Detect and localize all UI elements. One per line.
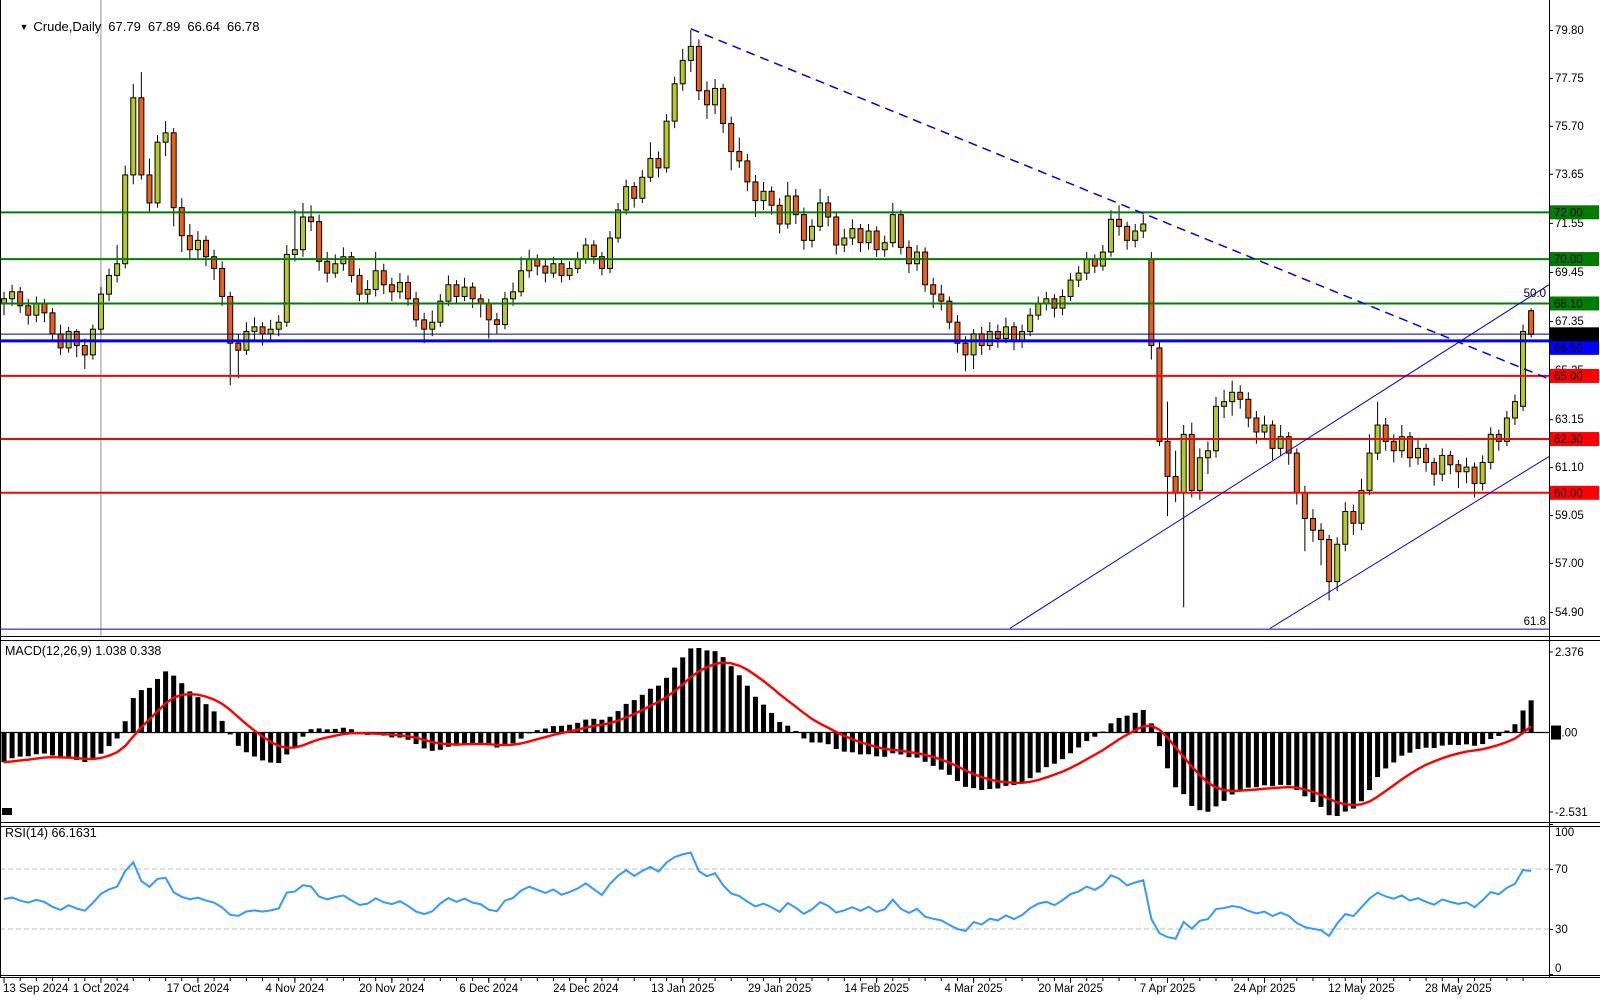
macd-indicator-label: MACD(12,26,9) 1.038 0.338 <box>5 644 162 658</box>
rsi-indicator-label: RSI(14) 66.1631 <box>5 826 97 840</box>
svg-text:61.8: 61.8 <box>1524 616 1546 628</box>
svg-text:17 Oct 2024: 17 Oct 2024 <box>167 983 230 995</box>
ohlc-high: 67.89 <box>147 19 181 34</box>
price-axis: 79.8077.7575.7073.6571.5569.4567.3565.25… <box>1549 0 1599 977</box>
svg-text:12 May 2025: 12 May 2025 <box>1328 983 1395 995</box>
rsi-panel: 100 70 30 0 <box>0 824 1574 975</box>
svg-text:20 Mar 2025: 20 Mar 2025 <box>1038 983 1103 995</box>
svg-text:69.45: 69.45 <box>1555 267 1584 279</box>
svg-text:73.65: 73.65 <box>1555 169 1584 181</box>
svg-text:13 Sep 2024: 13 Sep 2024 <box>3 983 69 995</box>
svg-text:24 Dec 2024: 24 Dec 2024 <box>553 983 619 995</box>
svg-text:57.00: 57.00 <box>1555 558 1584 570</box>
svg-text:65.00: 65.00 <box>1554 371 1583 383</box>
svg-text:29 Jan 2025: 29 Jan 2025 <box>748 983 811 995</box>
date-axis: 13 Sep 2024 1 Oct 2024 17 Oct 2024 4 Nov 20… <box>3 978 1524 995</box>
svg-text:1 Oct 2024: 1 Oct 2024 <box>73 983 130 995</box>
svg-text:2.376: 2.376 <box>1555 647 1584 659</box>
panel-resize-grip[interactable] <box>2 808 12 815</box>
trendlines <box>690 28 1550 629</box>
macd-panel: 2.376 0.00 -2.531 <box>0 647 1588 819</box>
svg-text:14 Feb 2025: 14 Feb 2025 <box>844 983 909 995</box>
symbol-dropdown-icon[interactable]: ▼ <box>19 22 29 32</box>
svg-text:50.0: 50.0 <box>1524 288 1546 300</box>
svg-text:13 Jan 2025: 13 Jan 2025 <box>651 983 714 995</box>
svg-text:-2.531: -2.531 <box>1555 807 1588 819</box>
svg-text:68.10: 68.10 <box>1554 298 1583 310</box>
svg-text:77.75: 77.75 <box>1555 73 1584 85</box>
svg-text:72.00: 72.00 <box>1554 207 1583 219</box>
svg-text:20 Nov 2024: 20 Nov 2024 <box>359 983 425 995</box>
svg-text:0: 0 <box>1555 963 1561 975</box>
symbol-period-label: Crude,Daily <box>33 19 102 34</box>
ohlc-low: 66.64 <box>187 19 220 34</box>
svg-text:67.35: 67.35 <box>1555 316 1584 328</box>
svg-text:66.50: 66.50 <box>1554 343 1583 355</box>
svg-text:70: 70 <box>1555 864 1568 876</box>
svg-text:63.15: 63.15 <box>1555 414 1584 426</box>
svg-text:30: 30 <box>1555 924 1568 936</box>
svg-text:75.70: 75.70 <box>1555 121 1584 133</box>
svg-text:100: 100 <box>1555 827 1574 839</box>
svg-text:59.05: 59.05 <box>1555 510 1584 522</box>
ohlc-open: 67.79 <box>108 19 141 34</box>
svg-text:0.00: 0.00 <box>1555 728 1577 740</box>
svg-text:24 Apr 2025: 24 Apr 2025 <box>1233 983 1295 995</box>
svg-text:7 Apr 2025: 7 Apr 2025 <box>1140 983 1196 995</box>
svg-text:6 Dec 2024: 6 Dec 2024 <box>459 983 518 995</box>
svg-text:4 Nov 2024: 4 Nov 2024 <box>265 983 324 995</box>
chart-title: ▼ Crude,Daily 67.79 67.89 66.64 66.78 <box>5 4 259 49</box>
ohlc-close: 66.78 <box>226 19 260 34</box>
svg-text:60.00: 60.00 <box>1554 488 1583 500</box>
svg-text:4 Mar 2025: 4 Mar 2025 <box>945 983 1003 995</box>
svg-text:79.80: 79.80 <box>1555 25 1584 37</box>
candlestick-series <box>1 30 1535 608</box>
svg-text:54.90: 54.90 <box>1555 607 1584 619</box>
panel-dividers <box>0 0 1600 978</box>
svg-text:70.00: 70.00 <box>1554 254 1583 266</box>
svg-text:28 May 2025: 28 May 2025 <box>1425 983 1492 995</box>
svg-text:71.55: 71.55 <box>1555 218 1584 230</box>
support-resistance-lines <box>0 211 1549 630</box>
svg-text:62.30: 62.30 <box>1554 434 1583 446</box>
svg-text:61.10: 61.10 <box>1555 462 1584 474</box>
fibonacci-labels: 50.0 61.8 <box>1524 288 1546 628</box>
svg-text:66.78: 66.78 <box>1554 329 1583 341</box>
current-price-marker: 66.78 <box>1550 327 1599 342</box>
